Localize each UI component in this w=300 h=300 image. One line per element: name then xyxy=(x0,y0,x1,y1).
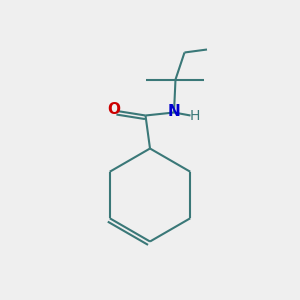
Text: H: H xyxy=(190,109,200,122)
Text: N: N xyxy=(168,103,180,118)
Text: O: O xyxy=(107,102,120,117)
